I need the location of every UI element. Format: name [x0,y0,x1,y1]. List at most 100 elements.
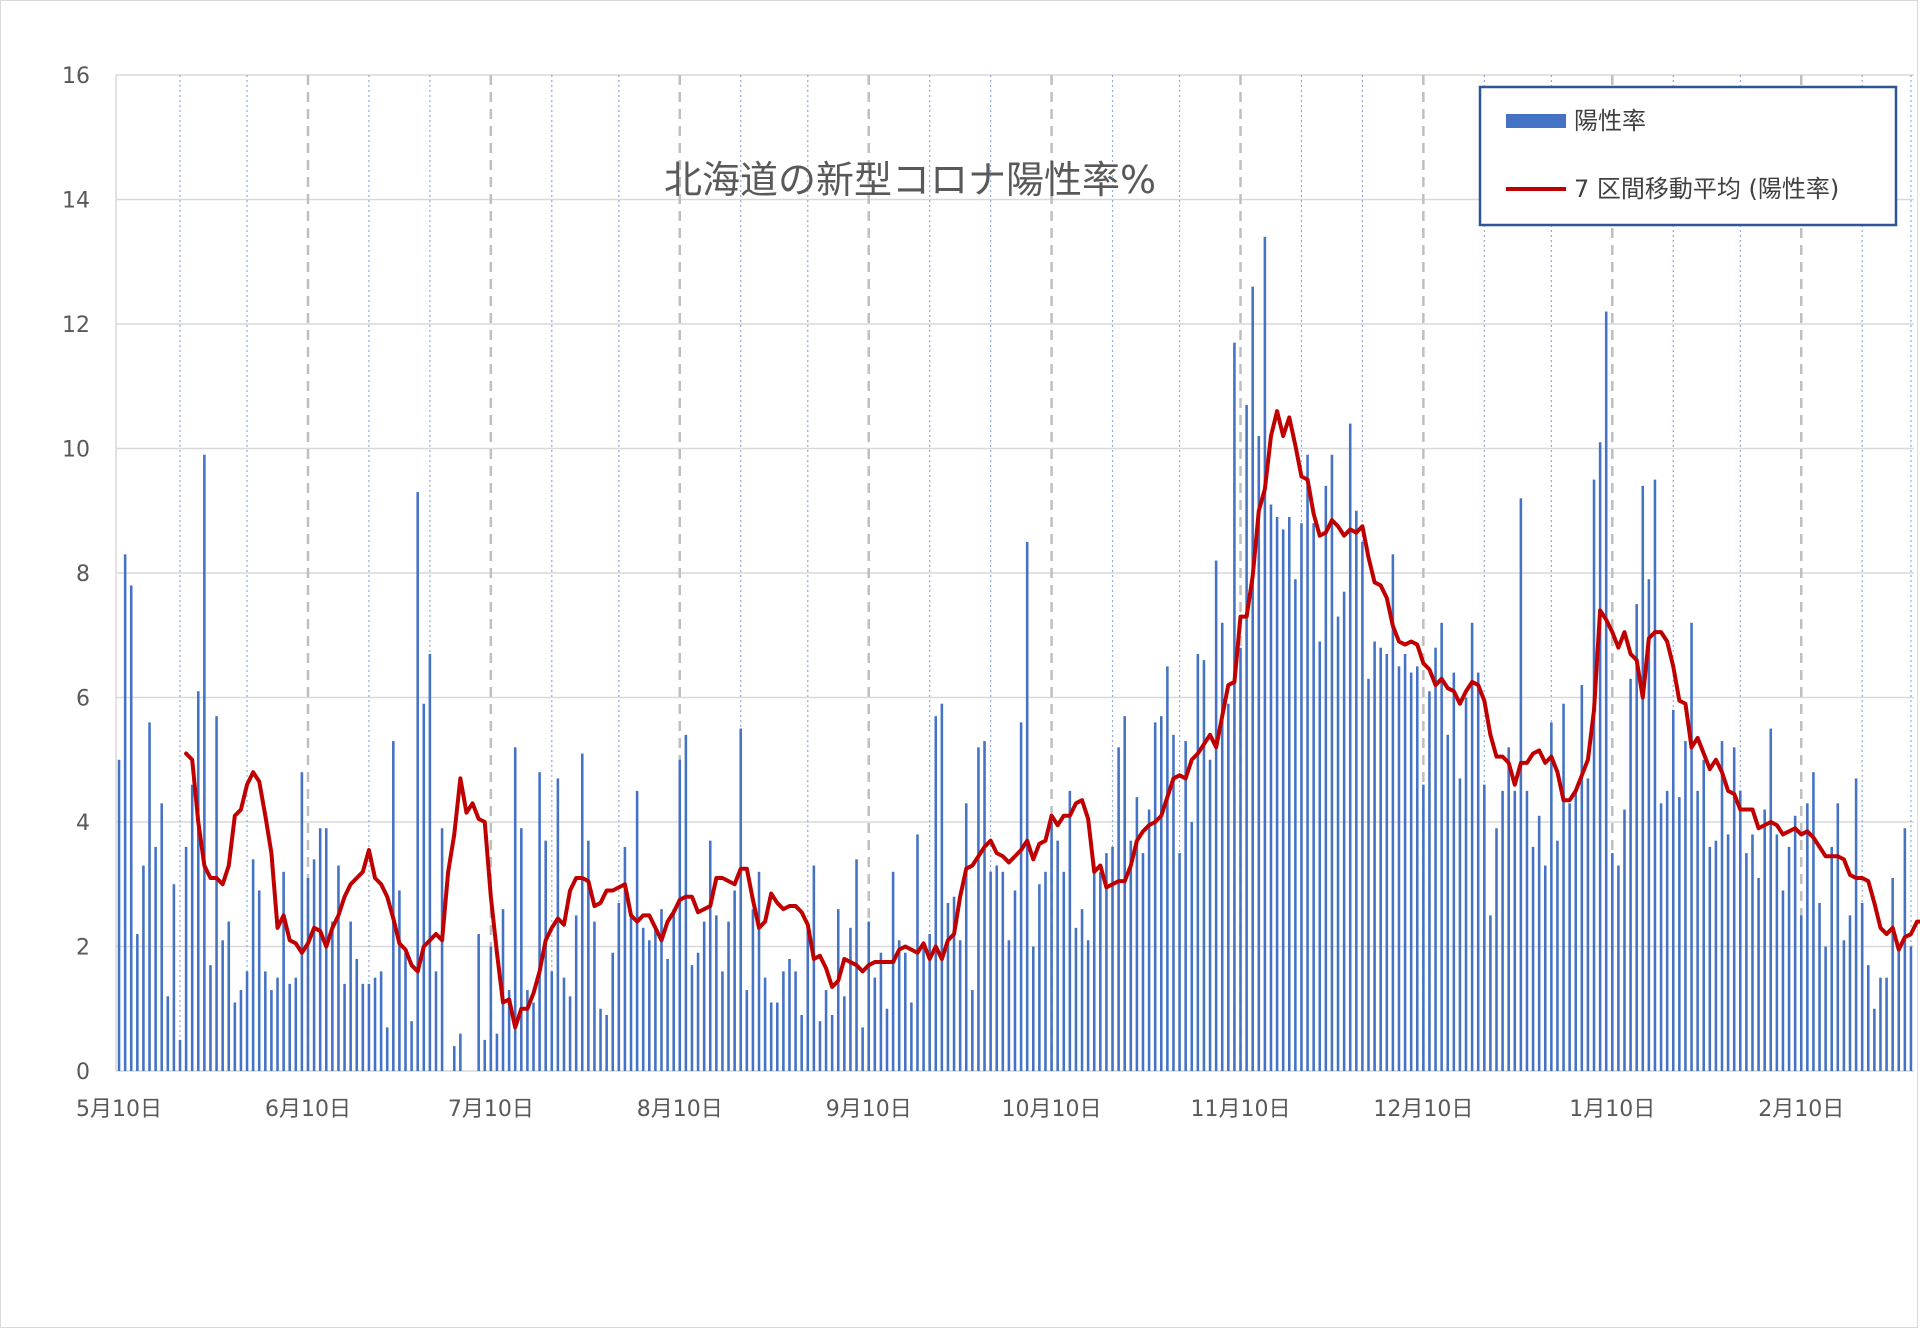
bar [1099,871,1102,1071]
bar [751,909,755,1071]
bar [1391,554,1395,1071]
bar [233,1002,237,1071]
bar [1129,840,1133,1071]
bar [769,1002,773,1071]
bar [1202,660,1206,1071]
y-tick-label: 0 [76,1060,90,1085]
bar [1537,815,1541,1071]
bar [1671,709,1675,1071]
bar [227,921,231,1071]
bar [178,1039,182,1071]
bar [1617,865,1620,1071]
bar [385,1027,389,1071]
bar [1239,647,1242,1071]
bar [1068,790,1072,1071]
bar [684,734,688,1071]
bar [1586,778,1590,1071]
bar [568,996,572,1071]
bar [1757,878,1760,1071]
bar [1342,591,1346,1071]
bar [958,940,962,1071]
bar [1592,479,1596,1071]
x-tick-label: 6月10日 [265,1097,351,1122]
bar [123,554,127,1071]
bar [1019,722,1023,1071]
bar [715,915,718,1071]
bar [1178,853,1181,1071]
y-tick-label: 16 [62,64,90,89]
bar [264,971,267,1071]
bar [1269,504,1273,1071]
bar [459,1033,462,1071]
bar [203,454,206,1072]
bar [1257,436,1261,1071]
bar [221,940,224,1071]
bar [1598,442,1602,1071]
bar [1635,604,1638,1071]
bar [629,915,633,1071]
bar [1056,840,1059,1071]
bar [532,1002,535,1071]
bar [1720,741,1724,1071]
bar [1294,579,1297,1071]
bar [641,927,645,1071]
y-tick-label: 10 [62,438,90,463]
bar [1903,828,1907,1071]
bar [1531,846,1535,1071]
bar [276,977,279,1071]
bar [440,828,444,1071]
bar [654,927,657,1071]
bar [294,977,298,1071]
bar [197,691,200,1071]
bar [1806,803,1809,1071]
bar [1452,672,1456,1071]
bar [1568,803,1571,1071]
bar [1306,454,1309,1072]
bar [148,722,151,1071]
bar [1440,622,1443,1071]
chart-title: 北海道の新型コロナ陽性率% [664,158,1156,202]
bar [239,990,243,1071]
bar [1860,902,1864,1071]
x-tick-label: 10月10日 [1002,1097,1102,1122]
bar [818,1021,822,1071]
bar [1300,523,1303,1071]
bar [928,934,931,1071]
bar [678,759,682,1071]
bar [1409,672,1413,1071]
bar [1519,498,1523,1071]
bar [873,977,877,1071]
bar [812,865,816,1071]
bar [544,840,547,1071]
bar [1543,865,1547,1071]
bar [282,871,285,1071]
bar [1781,890,1785,1071]
bar [142,865,145,1071]
bar [946,902,950,1071]
bar [1324,485,1328,1072]
bar [1220,622,1224,1071]
bar [331,921,334,1071]
x-tick-label: 7月10日 [448,1097,534,1122]
bar [1025,541,1029,1071]
bar [1446,734,1450,1071]
x-tick-label: 8月10日 [637,1097,723,1122]
bar [1214,560,1218,1071]
y-tick-label: 14 [62,189,90,214]
bar [1476,672,1480,1071]
bar [1159,716,1163,1071]
bar [1684,741,1687,1071]
bar [1251,286,1254,1071]
bar [1885,977,1888,1071]
bar [1830,846,1833,1071]
bar [794,971,797,1071]
bar [538,772,541,1071]
bar [843,996,846,1071]
bar [1355,510,1358,1071]
bar [1111,846,1114,1071]
bar [806,927,810,1071]
legend-box [1478,85,1898,227]
bar [556,778,560,1071]
bar [763,977,767,1071]
